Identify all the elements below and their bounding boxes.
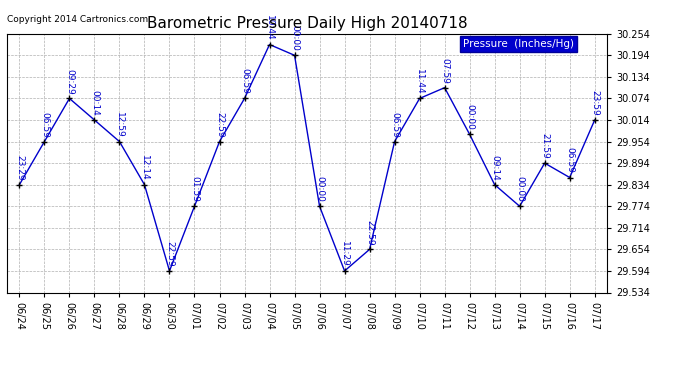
Text: 01:59: 01:59 (190, 176, 199, 202)
Text: 00:00: 00:00 (465, 104, 474, 130)
Text: 00:00: 00:00 (315, 176, 324, 202)
Text: 06:59: 06:59 (565, 147, 574, 173)
Text: 06:59: 06:59 (390, 111, 399, 137)
Title: Barometric Pressure Daily High 20140718: Barometric Pressure Daily High 20140718 (147, 16, 467, 31)
Text: 00:00: 00:00 (290, 25, 299, 51)
Text: 06:59: 06:59 (40, 111, 49, 137)
Text: 21:59: 21:59 (540, 133, 549, 159)
Text: 12:14: 12:14 (140, 155, 149, 180)
Text: 07:59: 07:59 (440, 58, 449, 84)
Text: 10:44: 10:44 (265, 15, 274, 40)
Text: 11:29: 11:29 (340, 241, 349, 267)
Text: 00:14: 00:14 (90, 90, 99, 116)
Text: 22:59: 22:59 (165, 241, 174, 267)
Text: 23:59: 23:59 (590, 90, 599, 116)
Text: 06:59: 06:59 (240, 68, 249, 94)
Text: Pressure  (Inches/Hg): Pressure (Inches/Hg) (463, 39, 574, 49)
Text: 11:44: 11:44 (415, 69, 424, 94)
Text: 22:59: 22:59 (215, 112, 224, 137)
Text: 09:29: 09:29 (65, 69, 74, 94)
Text: 12:59: 12:59 (115, 112, 124, 137)
Text: Copyright 2014 Cartronics.com: Copyright 2014 Cartronics.com (7, 15, 148, 24)
Text: 23:29: 23:29 (15, 155, 24, 180)
Text: 00:00: 00:00 (515, 176, 524, 202)
Text: 09:14: 09:14 (490, 155, 499, 180)
Text: 22:59: 22:59 (365, 220, 374, 245)
